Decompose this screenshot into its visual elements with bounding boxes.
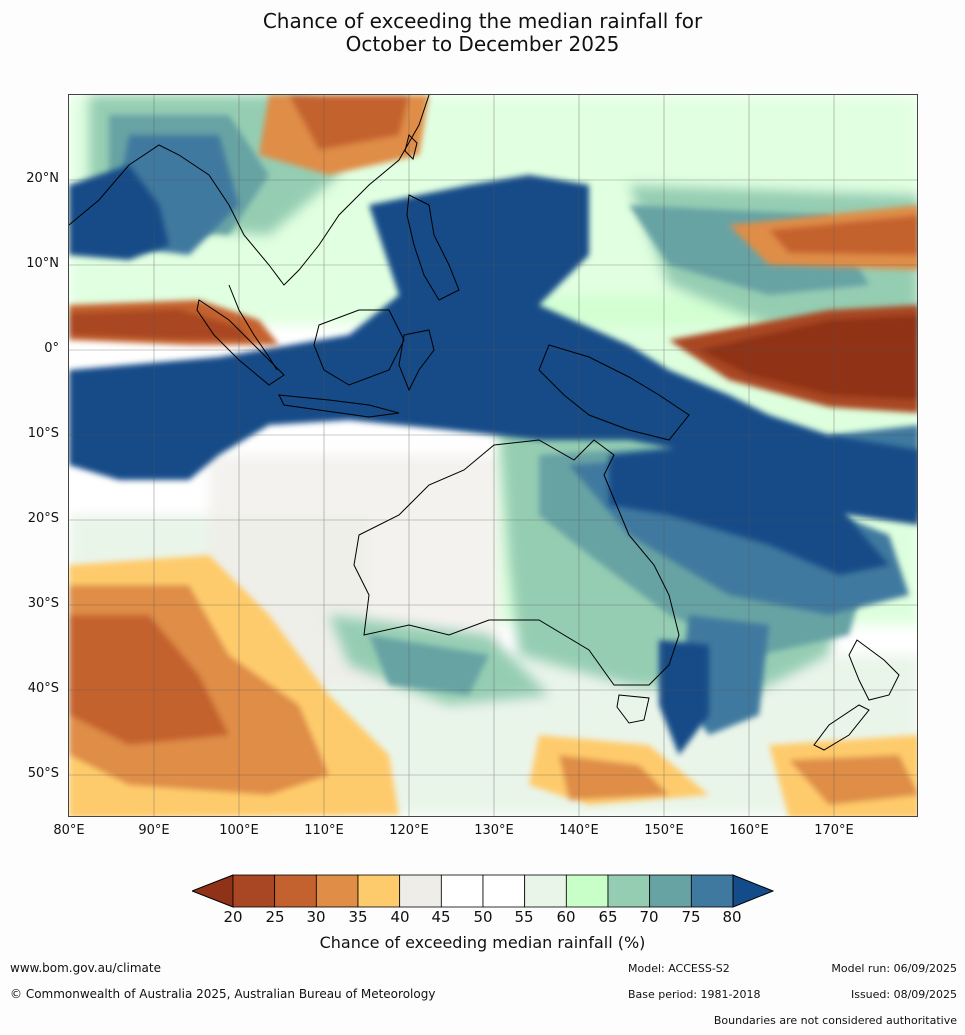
philippines-coast [406,194,460,301]
colorbar-segment [607,874,651,908]
colorbar [192,874,774,908]
model-text: Model: ACCESS-S2 [628,962,730,975]
lon-label-100e: 100°E [219,823,259,838]
title-line-1: Chance of exceeding the median rainfall … [262,9,703,33]
colorbar-label: Chance of exceeding median rainfall (%) [319,933,646,952]
issued-text: Issued: 08/09/2025 [850,988,957,1001]
colorbar-segment [399,874,442,908]
colorbar-segment [232,874,276,908]
disclaimer-text: Boundaries are not considered authoritat… [713,1014,957,1027]
lon-label-140e: 140°E [559,823,599,838]
colorbar-high-arrow [732,874,774,908]
lon-label-120e: 120°E [389,823,429,838]
coastlines [69,95,900,751]
colorbar-tick: 70 [639,908,659,926]
colorbar-tick: 45 [431,908,451,926]
colorbar-segment [357,874,401,908]
new-guinea-coast [538,344,690,441]
colorbar-segment [690,874,734,908]
colorbar-tick: 25 [265,908,285,926]
asia-coast [69,95,430,286]
lon-label-90e: 90°E [138,823,170,838]
colorbar-tick: 65 [598,908,618,926]
lat-label-50s: 50°S [27,766,59,781]
colorbar-segment [649,874,692,908]
lat-label-40s: 40°S [27,681,59,696]
colorbar-tick: 20 [223,908,243,926]
australia-coast [353,439,680,686]
lon-label-130e: 130°E [474,823,514,838]
lon-label-80e: 80°E [53,823,85,838]
colorbar-segments [232,874,734,908]
malay-peninsula [228,284,278,371]
lat-label-10s: 10°S [27,426,59,441]
taiwan-coast [404,134,418,160]
base-period-text: Base period: 1981-2018 [628,988,761,1001]
lon-label-160e: 160°E [729,823,769,838]
lat-label-20s: 20°S [27,511,59,526]
sumatra-coast [196,299,285,386]
lon-label-110e: 110°E [304,823,344,838]
colorbar-segment [440,874,484,908]
colorbar-segment [565,874,609,908]
website-link[interactable]: www.bom.gov.au/climate [10,961,161,975]
borneo-coast [313,309,405,386]
colorbar-tick: 40 [390,908,410,926]
colorbar-tick: 30 [306,908,326,926]
map-title: Chance of exceeding the median rainfall … [0,10,965,56]
colorbar-tick: 80 [722,908,742,926]
colorbar-tick: 50 [473,908,493,926]
copyright-text: © Commonwealth of Australia 2025, Austra… [10,987,436,1001]
sulawesi-coast [398,329,435,392]
title-line-2: October to December 2025 [345,32,620,56]
colorbar-low-arrow [192,874,234,908]
graticule [69,95,917,816]
java-coast [278,394,400,418]
lon-label-150e: 150°E [644,823,684,838]
colorbar-tick: 60 [556,908,576,926]
lon-label-170e: 170°E [814,823,854,838]
new-zealand-north [848,639,900,701]
lat-label-30s: 30°S [27,596,59,611]
colorbar-segment [524,874,567,908]
new-zealand-south [813,704,870,751]
map-canvas [69,95,917,816]
colorbar-segment [315,874,359,908]
rainfall-map [68,94,918,817]
lat-label-10n: 10°N [26,256,59,271]
lat-label-20n: 20°N [26,171,59,186]
colorbar-tick: 35 [348,908,368,926]
model-run-text: Model run: 06/09/2025 [831,962,957,975]
colorbar-tick: 55 [514,908,534,926]
colorbar-segment [482,874,526,908]
lat-label-0: 0° [44,341,59,356]
colorbar-segment [274,874,317,908]
tasmania-coast [616,694,650,724]
colorbar-tick: 75 [681,908,701,926]
